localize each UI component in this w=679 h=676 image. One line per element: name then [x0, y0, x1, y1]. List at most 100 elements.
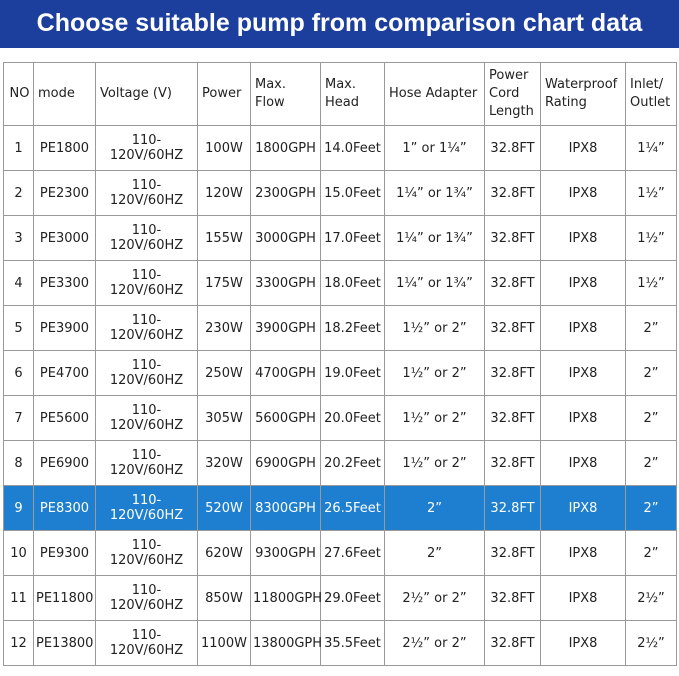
table-cell: 250W [197, 350, 251, 396]
table-cell: 19.0Feet [320, 350, 385, 396]
table-row: 12 PE13800 110-120V/60HZ 1100W 13800GPH 35.5F… [3, 620, 677, 666]
table-cell: PE8300 [33, 485, 96, 531]
table-cell: 1¼” [625, 125, 677, 171]
column-header: Waterproof Rating [540, 62, 626, 126]
table-cell: 13800GPH [250, 620, 322, 666]
table-cell: 230W [197, 305, 251, 351]
table-cell: IPX8 [540, 620, 626, 666]
table-cell: 1½” [625, 260, 677, 306]
table-cell: 2 [3, 170, 34, 216]
table-cell: 10 [3, 530, 34, 576]
table-cell: 110-120V/60HZ [95, 620, 198, 666]
table-cell: 110-120V/60HZ [95, 350, 198, 396]
column-header: Max. Head [320, 62, 385, 126]
table-cell: 1½” or 2” [384, 395, 485, 441]
header-row: NO mode Voltage (V) Power Max. Flow Max. Head… [3, 62, 677, 126]
table-cell: 2” [625, 350, 677, 396]
table-cell: 32.8FT [484, 260, 541, 306]
table-cell: 11 [3, 575, 34, 621]
table-cell: 100W [197, 125, 251, 171]
table-cell: PE5600 [33, 395, 96, 441]
table-row: 8 PE6900 110-120V/60HZ 320W 6900GPH 20.2Feet 1… [3, 440, 677, 486]
table-cell: 32.8FT [484, 440, 541, 486]
table-cell: 850W [197, 575, 251, 621]
table-cell: 305W [197, 395, 251, 441]
table-cell: IPX8 [540, 530, 626, 576]
table-cell: 110-120V/60HZ [95, 395, 198, 441]
column-header: Max. Flow [250, 62, 321, 126]
table-cell: 1½” [625, 215, 677, 261]
table-cell: 7 [3, 395, 34, 441]
table-cell: 20.0Feet [320, 395, 385, 441]
table-cell: 4 [3, 260, 34, 306]
table-cell: 110-120V/60HZ [95, 260, 198, 306]
table-cell: 2” [625, 395, 677, 441]
table-cell: 2½” [625, 575, 677, 621]
table-row: 5 PE3900 110-120V/60HZ 230W 3900GPH 18.2Feet 1… [3, 305, 677, 351]
table-cell: IPX8 [540, 125, 626, 171]
table-row: 4 PE3300 110-120V/60HZ 175W 3300GPH 18.0Feet 1… [3, 260, 677, 306]
table-cell: 3000GPH [250, 215, 321, 261]
table-cell: 9 [3, 485, 34, 531]
table-cell: 2” [384, 485, 485, 531]
table-cell: 32.8FT [484, 350, 541, 396]
table-cell: 110-120V/60HZ [95, 125, 198, 171]
table-cell: 2½” or 2” [384, 620, 485, 666]
table-cell: 3900GPH [250, 305, 321, 351]
table-cell: 32.8FT [484, 575, 541, 621]
table-cell: IPX8 [540, 485, 626, 531]
table-cell: 2300GPH [250, 170, 321, 216]
table-cell: 8300GPH [250, 485, 321, 531]
table-cell: 2” [625, 485, 677, 531]
table-cell: 1¼” or 1¾” [384, 260, 485, 306]
table-cell: 29.0Feet [320, 575, 385, 621]
column-header: Voltage (V) [95, 62, 198, 126]
table-cell: 32.8FT [484, 485, 541, 531]
table-body: 1 PE1800 110-120V/60HZ 100W 1800GPH 14.0Feet 1… [3, 125, 677, 666]
table-cell: PE6900 [33, 440, 96, 486]
table-cell: 32.8FT [484, 125, 541, 171]
table-cell: 14.0Feet [320, 125, 385, 171]
table-cell: 11800GPH [250, 575, 322, 621]
table-row: 2 PE2300 110-120V/60HZ 120W 2300GPH 15.0Feet 1… [3, 170, 677, 216]
table-row: 10 PE9300 110-120V/60HZ 620W 9300GPH 27.6Feet… [3, 530, 677, 576]
table-cell: 15.0Feet [320, 170, 385, 216]
column-header: Inlet/ Outlet [625, 62, 677, 126]
table-cell: 1½” or 2” [384, 305, 485, 351]
table-cell: 3300GPH [250, 260, 321, 306]
table-cell: 1 [3, 125, 34, 171]
table-cell: 2½” [625, 620, 677, 666]
table-cell: 35.5Feet [320, 620, 385, 666]
table-cell: 32.8FT [484, 215, 541, 261]
table-cell: PE2300 [33, 170, 96, 216]
table-cell: 110-120V/60HZ [95, 215, 198, 261]
title-banner: Choose suitable pump from comparison cha… [0, 0, 679, 48]
table-cell: 27.6Feet [320, 530, 385, 576]
table-cell: 155W [197, 215, 251, 261]
table-cell: PE13800 [33, 620, 96, 666]
table-cell: 1100W [197, 620, 251, 666]
table-row: 3 PE3000 110-120V/60HZ 155W 3000GPH 17.0Feet 1… [3, 215, 677, 261]
table-cell: 4700GPH [250, 350, 321, 396]
column-header: mode [33, 62, 96, 126]
table-cell: 175W [197, 260, 251, 306]
table-cell: 6 [3, 350, 34, 396]
table-cell: PE3300 [33, 260, 96, 306]
table-row: 6 PE4700 110-120V/60HZ 250W 4700GPH 19.0Feet 1… [3, 350, 677, 396]
table-cell: 9300GPH [250, 530, 321, 576]
table-cell: IPX8 [540, 215, 626, 261]
column-header: Hose Adapter [384, 62, 485, 126]
table-cell: 620W [197, 530, 251, 576]
table-cell: IPX8 [540, 170, 626, 216]
table-cell: IPX8 [540, 260, 626, 306]
table-cell: PE3900 [33, 305, 96, 351]
table-cell: 110-120V/60HZ [95, 440, 198, 486]
table-cell: 12 [3, 620, 34, 666]
table-cell: 32.8FT [484, 620, 541, 666]
table-cell: 32.8FT [484, 395, 541, 441]
table-cell: IPX8 [540, 395, 626, 441]
table-cell: PE9300 [33, 530, 96, 576]
table-cell: 18.0Feet [320, 260, 385, 306]
table-cell: IPX8 [540, 305, 626, 351]
